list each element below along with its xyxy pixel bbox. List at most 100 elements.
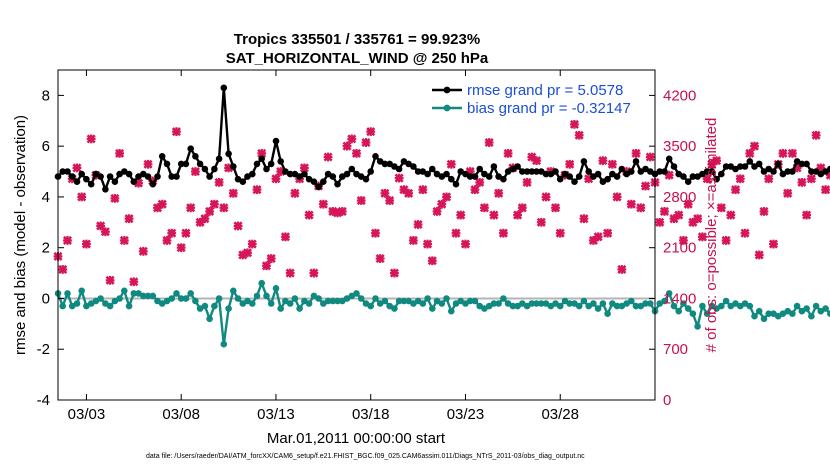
bias-data-point bbox=[220, 340, 228, 348]
rmse-data-point bbox=[320, 178, 327, 185]
rmse-data-point bbox=[784, 168, 791, 175]
obs-assimilated-marker bbox=[479, 203, 489, 213]
bias-data-point bbox=[372, 295, 379, 302]
obs-assimilated-marker bbox=[498, 228, 508, 238]
obs-assimilated-marker bbox=[285, 268, 295, 278]
rmse-data-point bbox=[196, 160, 204, 168]
rmse-data-point bbox=[628, 168, 635, 175]
rmse-data-point bbox=[429, 165, 436, 173]
bias-data-point bbox=[324, 297, 332, 305]
obs-assimilated-marker bbox=[190, 167, 200, 177]
obs-assimilated-marker bbox=[442, 192, 452, 202]
rmse-data-point bbox=[737, 163, 744, 170]
obs-assimilated-marker bbox=[432, 206, 442, 216]
obs-assimilated-marker bbox=[115, 148, 125, 158]
x-tick-label: 03/18 bbox=[352, 406, 390, 423]
bias-data-point bbox=[509, 302, 517, 310]
bias-data-point bbox=[670, 302, 678, 310]
bias-data-point bbox=[580, 297, 588, 305]
obs-assimilated-marker bbox=[513, 210, 523, 220]
obs-assimilated-marker bbox=[124, 214, 134, 224]
rmse-data-point bbox=[395, 165, 403, 173]
obs-assimilated-marker bbox=[735, 174, 745, 184]
obs-assimilated-marker bbox=[323, 152, 333, 162]
rmse-data-point bbox=[272, 137, 280, 145]
rmse-data-point bbox=[575, 173, 583, 180]
obs-assimilated-marker bbox=[778, 148, 788, 158]
obs-assimilated-marker bbox=[802, 210, 812, 220]
obs-assimilated-marker bbox=[72, 163, 82, 173]
obs-assimilated-marker bbox=[157, 199, 167, 209]
rmse-data-point bbox=[83, 175, 90, 183]
rmse-data-point bbox=[206, 173, 213, 180]
rmse-data-point bbox=[78, 170, 85, 178]
obs-assimilated-marker bbox=[228, 188, 238, 198]
bias-data-point bbox=[628, 297, 635, 305]
obs-assimilated-marker bbox=[754, 250, 764, 260]
obs-assimilated-marker bbox=[129, 277, 139, 287]
rmse-data-point bbox=[680, 173, 687, 180]
bias-data-point bbox=[661, 297, 668, 305]
obs-assimilated-marker bbox=[636, 203, 646, 213]
chart-subtitle: SAT_HORIZONTAL_WIND @ 250 hPa bbox=[226, 50, 489, 67]
bias-data-point bbox=[182, 295, 190, 302]
bias-data-point bbox=[675, 307, 682, 315]
obs-assimilated-marker bbox=[266, 254, 276, 264]
rmse-data-point bbox=[443, 170, 450, 178]
obs-assimilated-marker bbox=[167, 228, 177, 238]
obs-assimilated-marker bbox=[745, 148, 755, 158]
obs-assimilated-marker bbox=[617, 264, 627, 274]
obs-assimilated-marker bbox=[517, 203, 527, 213]
obs-assimilated-marker bbox=[787, 148, 797, 158]
obs-assimilated-marker bbox=[385, 196, 395, 206]
bias-data-point bbox=[556, 302, 564, 310]
obs-assimilated-marker bbox=[494, 188, 504, 198]
rmse-data-point bbox=[144, 173, 152, 180]
obs-assimilated-marker bbox=[62, 235, 72, 245]
obs-assimilated-marker bbox=[697, 232, 707, 242]
obs-assimilated-marker bbox=[811, 130, 821, 140]
rmse-data-point bbox=[372, 153, 379, 160]
bias-data-point bbox=[689, 310, 697, 318]
rmse-data-point bbox=[410, 163, 417, 170]
obs-assimilated-marker bbox=[565, 159, 575, 169]
bias-data-point bbox=[258, 279, 266, 287]
obs-assimilated-marker bbox=[655, 217, 665, 227]
bias-data-point bbox=[765, 310, 772, 318]
rmse-data-point bbox=[163, 160, 171, 168]
obs-assimilated-marker bbox=[541, 192, 551, 202]
rmse-data-point bbox=[230, 163, 237, 170]
obs-assimilated-marker bbox=[797, 177, 807, 187]
right-y-tick-label: 3500 bbox=[663, 138, 696, 155]
obs-assimilated-marker bbox=[280, 232, 290, 242]
rmse-data-point bbox=[424, 170, 431, 178]
rmse-data-point bbox=[755, 160, 763, 168]
bias-data-point bbox=[471, 297, 479, 305]
obs-assimilated-marker bbox=[607, 159, 617, 169]
right-y-tick-label: 700 bbox=[663, 341, 688, 358]
obs-assimilated-marker bbox=[446, 159, 456, 169]
bias-data-point bbox=[400, 297, 408, 305]
rmse-data-point bbox=[514, 163, 521, 170]
rmse-data-point bbox=[708, 168, 716, 175]
obs-assimilated-marker bbox=[783, 188, 793, 198]
rmse-data-point bbox=[485, 173, 493, 180]
obs-assimilated-marker bbox=[470, 185, 480, 195]
rmse-data-point bbox=[713, 175, 720, 183]
obs-assimilated-marker bbox=[171, 127, 181, 137]
rmse-data-point bbox=[490, 163, 498, 170]
obs-assimilated-marker bbox=[110, 193, 120, 203]
bias-data-point bbox=[125, 302, 133, 310]
obs-assimilated-marker bbox=[574, 130, 584, 140]
observation-markers bbox=[53, 119, 830, 287]
bias-data-point bbox=[263, 292, 270, 300]
obs-assimilated-marker bbox=[81, 239, 91, 249]
rmse-data-point bbox=[102, 186, 109, 193]
rmse-data-point bbox=[201, 165, 209, 173]
bias-data-point bbox=[230, 287, 237, 295]
bias-data-point bbox=[73, 300, 81, 307]
obs-assimilated-marker bbox=[413, 219, 423, 230]
bias-data-point bbox=[665, 290, 673, 297]
rmse-data-point bbox=[803, 160, 810, 168]
obs-assimilated-marker bbox=[764, 174, 774, 184]
